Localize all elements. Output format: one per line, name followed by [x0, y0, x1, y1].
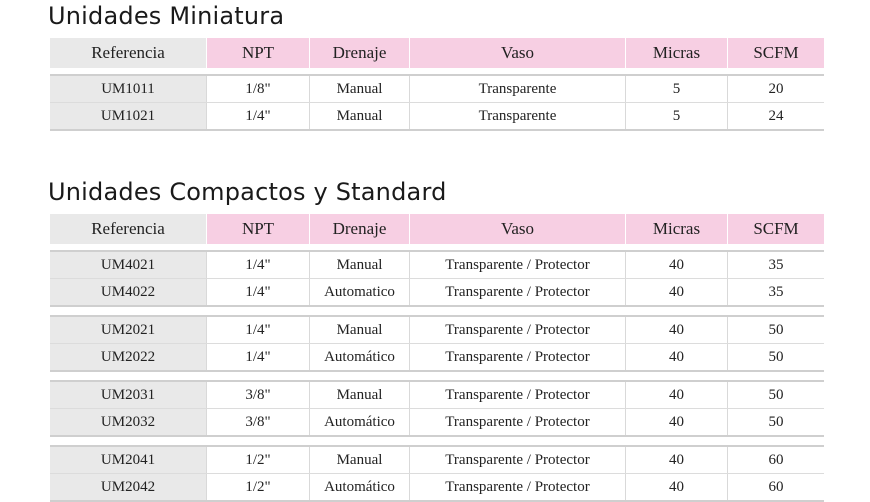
table-cell: Transparente / Protector [409, 474, 625, 500]
table-cell: Transparente / Protector [409, 409, 625, 435]
table-cell: Automático [309, 474, 409, 500]
table-cell: UM4022 [50, 279, 206, 305]
table-cell: UM2042 [50, 474, 206, 500]
table-cell: 5 [625, 103, 727, 129]
table-row: UM1021 1/4" Manual Transparente 5 24 [50, 102, 824, 129]
table-cell: 60 [727, 447, 824, 473]
table-cell: UM1011 [50, 76, 206, 102]
table-cell: 35 [727, 252, 824, 278]
table-cell: Manual [309, 317, 409, 343]
table-cell: 1/4" [206, 344, 309, 370]
table-row: UM2021 1/4" Manual Transparente / Protector… [50, 317, 824, 343]
table-compactos-standard: Referencia NPT Drenaje Vaso Micras SCFM UM4021… [50, 214, 824, 502]
table-row: UM2022 1/4" Automático Transparente / Prote… [50, 343, 824, 370]
table-cell: 50 [727, 382, 824, 408]
table-cell: UM2021 [50, 317, 206, 343]
table-cell: UM1021 [50, 103, 206, 129]
table-cell: 40 [625, 447, 727, 473]
table-cell: Automático [309, 409, 409, 435]
table-cell: 1/4" [206, 252, 309, 278]
section-title-miniatura: Unidades Miniatura [48, 2, 285, 30]
section-title-compactos-standard: Unidades Compactos y Standard [48, 178, 447, 206]
column-header: Drenaje [309, 214, 409, 244]
table-cell: 40 [625, 317, 727, 343]
table-row: UM4022 1/4" Automatico Transparente / Prote… [50, 278, 824, 305]
column-header: NPT [206, 38, 309, 68]
table-cell: Manual [309, 447, 409, 473]
table-cell: 40 [625, 409, 727, 435]
row-group: UM1011 1/8" Manual Transparente 5 20 UM1021 1/4… [50, 74, 824, 131]
table-cell: 40 [625, 344, 727, 370]
table-cell: 50 [727, 409, 824, 435]
column-header: SCFM [727, 214, 824, 244]
table-row: UM1011 1/8" Manual Transparente 5 20 [50, 76, 824, 102]
table-cell: Transparente / Protector [409, 279, 625, 305]
table-cell: 60 [727, 474, 824, 500]
table-cell: 5 [625, 76, 727, 102]
table-cell: 1/2" [206, 447, 309, 473]
table-cell: 20 [727, 76, 824, 102]
column-header: Drenaje [309, 38, 409, 68]
table-cell: 40 [625, 474, 727, 500]
table-cell: Transparente / Protector [409, 382, 625, 408]
table-cell: Manual [309, 382, 409, 408]
table-cell: 1/4" [206, 103, 309, 129]
column-header: Vaso [409, 214, 625, 244]
table-row: UM2031 3/8" Manual Transparente / Protector… [50, 382, 824, 408]
table-cell: Automatico [309, 279, 409, 305]
table-cell: 1/4" [206, 279, 309, 305]
column-header: Referencia [50, 38, 206, 68]
column-header: SCFM [727, 38, 824, 68]
table-cell: UM2032 [50, 409, 206, 435]
table-cell: 1/8" [206, 76, 309, 102]
table-cell: 50 [727, 317, 824, 343]
column-header: Micras [625, 214, 727, 244]
table-cell: Manual [309, 103, 409, 129]
table-cell: UM4021 [50, 252, 206, 278]
column-header: NPT [206, 214, 309, 244]
table-cell: 1/2" [206, 474, 309, 500]
table-cell: 50 [727, 344, 824, 370]
table-cell: 35 [727, 279, 824, 305]
row-group: UM2041 1/2" Manual Transparente / Protector… [50, 445, 824, 502]
table-cell: Transparente / Protector [409, 447, 625, 473]
row-group: UM2031 3/8" Manual Transparente / Protector… [50, 380, 824, 437]
column-header: Referencia [50, 214, 206, 244]
row-group: UM4021 1/4" Manual Transparente / Protector… [50, 250, 824, 307]
table-cell: 3/8" [206, 382, 309, 408]
table-cell: 40 [625, 279, 727, 305]
table-cell: Transparente [409, 76, 625, 102]
table-cell: 24 [727, 103, 824, 129]
table-cell: Transparente [409, 103, 625, 129]
table-row: UM2041 1/2" Manual Transparente / Protector… [50, 447, 824, 473]
table-cell: Transparente / Protector [409, 317, 625, 343]
table-row: UM2042 1/2" Automático Transparente / Prote… [50, 473, 824, 500]
table-cell: UM2031 [50, 382, 206, 408]
table-cell: 40 [625, 252, 727, 278]
table-miniatura: Referencia NPT Drenaje Vaso Micras SCFM UM1011… [50, 38, 824, 131]
table-cell: 40 [625, 382, 727, 408]
column-header: Micras [625, 38, 727, 68]
table-cell: UM2022 [50, 344, 206, 370]
table-row: UM4021 1/4" Manual Transparente / Protector… [50, 252, 824, 278]
table-header-row: Referencia NPT Drenaje Vaso Micras SCFM [50, 38, 824, 68]
row-group: UM2021 1/4" Manual Transparente / Protector… [50, 315, 824, 372]
table-cell: Manual [309, 252, 409, 278]
table-row: UM2032 3/8" Automático Transparente / Prote… [50, 408, 824, 435]
table-cell: 1/4" [206, 317, 309, 343]
table-cell: UM2041 [50, 447, 206, 473]
table-cell: 3/8" [206, 409, 309, 435]
table-cell: Automático [309, 344, 409, 370]
table-cell: Manual [309, 76, 409, 102]
column-header: Vaso [409, 38, 625, 68]
table-header-row: Referencia NPT Drenaje Vaso Micras SCFM [50, 214, 824, 244]
table-cell: Transparente / Protector [409, 344, 625, 370]
table-cell: Transparente / Protector [409, 252, 625, 278]
